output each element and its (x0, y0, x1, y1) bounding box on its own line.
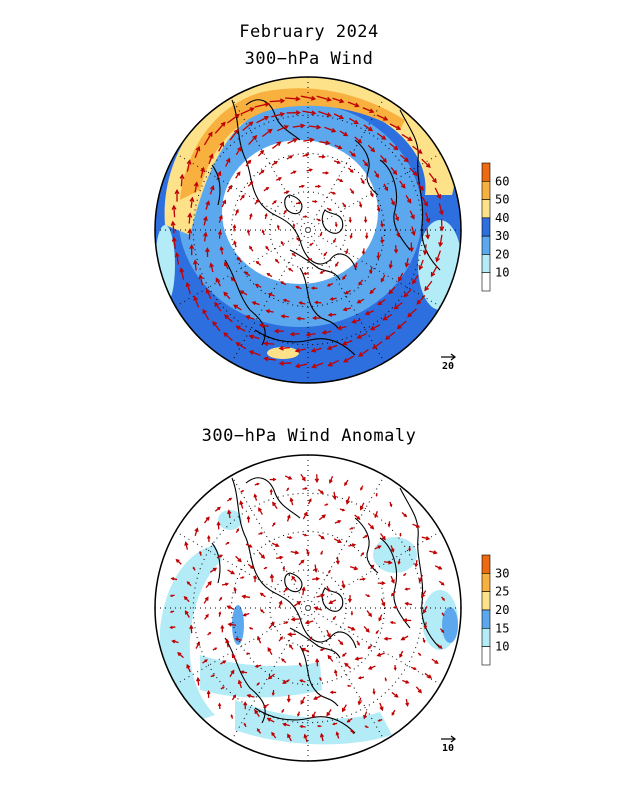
colorbar-swatch (481, 254, 491, 274)
colorbar-swatch (481, 646, 491, 666)
colorbar-tick-label: 50 (495, 193, 509, 207)
colorbar-tick-label: 25 (495, 585, 509, 599)
colorbar-swatch (481, 162, 491, 182)
colorbar-tick-label: 60 (495, 174, 509, 188)
anomaly-map-panel: 10 10 15 20 25 30 (154, 454, 509, 762)
reference-vector: 20 (441, 353, 456, 372)
wind-map-panel: 20 10 20 30 40 50 60 (154, 76, 509, 384)
colorbar-swatch (481, 573, 491, 592)
colorbar-tick-label: 30 (495, 229, 509, 243)
wind-map-title: 300−hPa Wind (244, 49, 374, 69)
colorbar-swatch (481, 591, 491, 611)
colorbar-swatch (481, 217, 491, 237)
header-month-title: February 2024 (239, 22, 379, 42)
colorbar-swatch (481, 199, 491, 219)
anomaly-map-title: 300−hPa Wind Anomaly (201, 426, 417, 446)
colorbar-swatch (481, 628, 491, 647)
colorbar-tick-label: 30 (495, 566, 509, 580)
lat-lon-grid (155, 77, 461, 383)
colorbar-swatch (481, 180, 491, 200)
reference-vector: 10 (441, 735, 456, 754)
wind-colorbar: 10 20 30 40 50 60 (481, 162, 509, 292)
anomaly-colorbar: 10 15 20 25 30 (481, 554, 509, 666)
reference-vector-label: 10 (442, 743, 454, 754)
colorbar-swatch (481, 609, 491, 629)
map-boundary (154, 454, 462, 762)
reference-vector-label: 20 (442, 361, 454, 372)
coastlines (211, 99, 441, 356)
colorbar-tick-label: 20 (495, 603, 509, 617)
wind-vectors (170, 95, 445, 369)
colorbar-tick-label: 15 (495, 621, 509, 635)
colorbar-tick-label: 20 (495, 247, 509, 261)
colorbar-swatch (481, 235, 491, 255)
colorbar-tick-label: 40 (495, 211, 509, 225)
colorbar-tick-label: 10 (495, 266, 509, 280)
map-boundary (154, 76, 462, 384)
anomaly-vectors (169, 473, 445, 743)
colorbar-tick-label: 10 (495, 640, 509, 654)
colorbar-swatch (481, 554, 491, 574)
colorbar-swatch (481, 272, 491, 292)
coastlines (211, 477, 441, 734)
